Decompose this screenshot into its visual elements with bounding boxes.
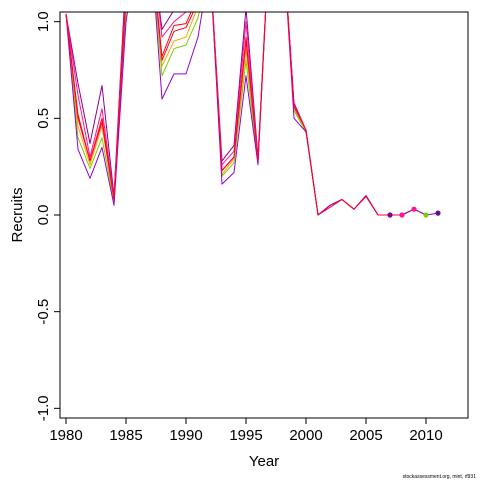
- data-point-5: [435, 210, 441, 216]
- y-tick-label-4: 1.0: [35, 11, 52, 32]
- y-tick-label-0: -1.0: [35, 395, 52, 421]
- y-tick-label-1: -0.5: [35, 299, 52, 325]
- x-tick-label-2010: 2010: [409, 427, 442, 444]
- x-axis: 1980 1985 1990 1995 2000 2005 2010: [49, 418, 443, 444]
- data-point-4: [423, 212, 429, 218]
- data-point-2: [399, 212, 405, 218]
- y-axis-title: Recruits: [9, 187, 26, 242]
- x-tick-label-1980: 1980: [49, 427, 82, 444]
- x-tick-label-1995: 1995: [229, 427, 262, 444]
- x-tick-label-1985: 1985: [109, 427, 142, 444]
- x-tick-label-2000: 2000: [289, 427, 322, 444]
- credit-text: stockassessment.org, mint, rf931: [403, 474, 477, 480]
- y-tick-label-2: 0.0: [35, 205, 52, 226]
- x-tick-label-1990: 1990: [169, 427, 202, 444]
- series-line-7: [65, 12, 402, 216]
- x-tick-label-2005: 2005: [349, 427, 382, 444]
- data-point-1: [387, 212, 393, 218]
- series-line-3: [65, 12, 402, 216]
- y-axis: -1.0 -0.5 0.0 0.5 1.0: [35, 11, 60, 421]
- series-layer: [65, 12, 439, 216]
- x-axis-title: Year: [249, 453, 279, 470]
- points-layer: [387, 206, 441, 218]
- data-point-3: [411, 206, 417, 212]
- y-tick-label-3: 0.5: [35, 108, 52, 129]
